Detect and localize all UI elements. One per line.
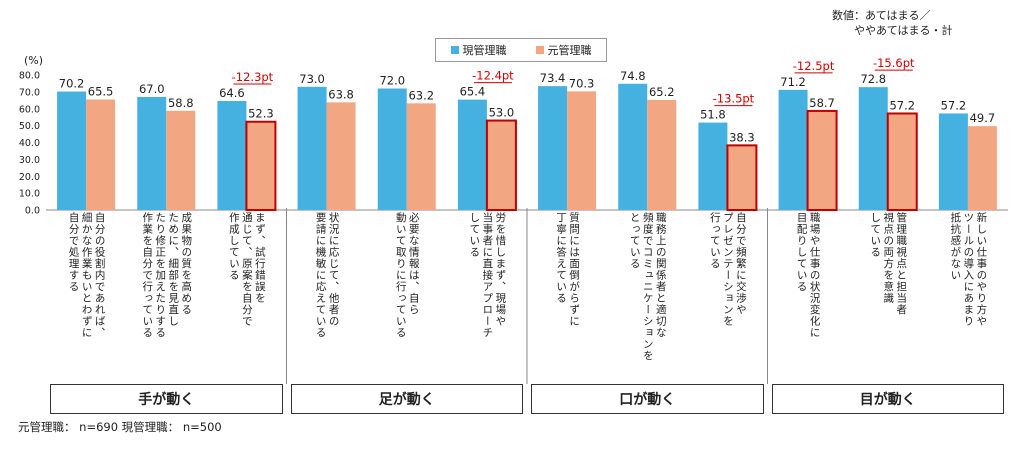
data-label-former: 38.3 bbox=[729, 130, 755, 144]
data-label-current: 73.4 bbox=[540, 71, 566, 85]
data-label-former: 58.7 bbox=[809, 96, 835, 110]
y-axis-title: (%) bbox=[24, 54, 43, 67]
bar-current bbox=[538, 86, 568, 210]
value-note: 数値：あてはまる／ ややあてはまる・計 bbox=[832, 8, 953, 38]
bar-current bbox=[858, 87, 888, 210]
data-label-current: 64.6 bbox=[219, 86, 245, 100]
bar-current bbox=[57, 91, 87, 210]
data-label-former: 53.0 bbox=[489, 106, 515, 120]
difference-label: -12.4pt bbox=[472, 69, 514, 83]
bar-former bbox=[727, 145, 757, 210]
y-tick-label: 60.0 bbox=[19, 104, 40, 115]
bar-former bbox=[486, 120, 516, 210]
bar-former bbox=[406, 103, 436, 210]
category-label: 職場や仕事の状況変化に 目配りしている bbox=[795, 212, 821, 339]
category-label: 成果物の質を高める ために、細部を見直し たり修正を加えたりする 作業を自分で行… bbox=[141, 212, 193, 339]
highlight-box bbox=[245, 120, 277, 211]
category-label: 必要な情報は、自ら 動いて取りに行っている bbox=[394, 212, 420, 339]
sample-size-footer: 元管理職： n=690 現管理職： n=500 bbox=[18, 420, 222, 434]
difference-label: -15.6pt bbox=[873, 56, 915, 70]
data-label-former: 49.7 bbox=[970, 111, 996, 125]
bar-current bbox=[778, 89, 808, 210]
bar-current bbox=[938, 113, 968, 210]
y-tick-label: 70.0 bbox=[19, 87, 40, 98]
y-tick-label: 80.0 bbox=[19, 71, 40, 82]
difference-label: -12.5pt bbox=[793, 59, 835, 73]
highlight-box bbox=[806, 109, 838, 211]
y-tick-label: 0.0 bbox=[25, 206, 40, 217]
data-label-current: 65.4 bbox=[460, 85, 486, 99]
data-label-former: 70.3 bbox=[569, 76, 595, 90]
value-note-line1: 数値：あてはまる／ bbox=[832, 9, 931, 22]
bar-former bbox=[166, 110, 196, 210]
bar-former bbox=[246, 121, 276, 210]
y-tick-label: 20.0 bbox=[19, 172, 40, 183]
category-label: 新しい仕事のやり方や ツールの導入にあまり 抵抗感がない bbox=[949, 212, 988, 327]
y-tick-label: 10.0 bbox=[19, 189, 40, 200]
data-label-former: 57.2 bbox=[889, 98, 915, 112]
data-label-current: 51.8 bbox=[700, 108, 726, 122]
bar-current bbox=[698, 122, 728, 210]
difference-label: -12.3pt bbox=[232, 70, 274, 84]
bar-current bbox=[217, 100, 247, 210]
bar-former bbox=[807, 110, 837, 210]
group-label: 足が動く bbox=[290, 384, 523, 414]
group-label: 口が動く bbox=[531, 384, 764, 414]
category-label: 労を惜しまず、現場や 当事者に直接アプローチ している bbox=[468, 212, 507, 339]
data-label-current: 74.8 bbox=[620, 69, 646, 83]
bar-current bbox=[457, 99, 487, 210]
bar-current bbox=[137, 96, 167, 210]
group-label: 目が動く bbox=[771, 384, 1004, 414]
data-label-former: 63.8 bbox=[328, 87, 354, 101]
category-label: 管理職視点と担当者 視点の両方を意識 している bbox=[869, 212, 908, 316]
bar-former bbox=[86, 99, 116, 210]
group-label: 手が動く bbox=[50, 384, 283, 414]
data-label-current: 72.0 bbox=[379, 74, 405, 88]
y-tick-label: 50.0 bbox=[19, 121, 40, 132]
y-tick-label: 30.0 bbox=[19, 155, 40, 166]
legend: 現管理職 元管理職 bbox=[435, 38, 607, 62]
legend-item-former: 元管理職 bbox=[535, 42, 592, 58]
legend-swatch-former bbox=[535, 46, 544, 54]
bar-former bbox=[647, 99, 677, 210]
bar-former bbox=[326, 102, 356, 210]
category-label: まず、試行錯誤を 通じて、原案を自分で 作成している bbox=[227, 212, 266, 327]
data-label-current: 72.8 bbox=[860, 72, 886, 86]
data-label-current: 67.0 bbox=[139, 82, 165, 96]
data-label-former: 63.2 bbox=[408, 88, 434, 102]
highlight-box bbox=[726, 144, 758, 211]
data-label-current: 73.0 bbox=[299, 72, 325, 86]
data-label-former: 65.5 bbox=[88, 84, 114, 98]
bar-former bbox=[887, 113, 917, 210]
bar-current bbox=[618, 83, 648, 210]
bar-former bbox=[967, 126, 997, 210]
bar-former bbox=[567, 91, 597, 210]
difference-label: -13.5pt bbox=[713, 92, 755, 106]
category-label: 自分の役割内であれば、 細かな作業もいとわずに 自分で処理する bbox=[67, 212, 106, 339]
data-label-former: 58.8 bbox=[168, 96, 194, 110]
highlight-box bbox=[485, 119, 517, 211]
value-note-line2: ややあてはまる・計 bbox=[854, 24, 953, 37]
bar-current bbox=[377, 88, 407, 210]
data-label-former: 65.2 bbox=[649, 85, 675, 99]
y-tick-label: 40.0 bbox=[19, 138, 40, 149]
data-label-current: 57.2 bbox=[941, 98, 967, 112]
data-label-former: 52.3 bbox=[248, 107, 274, 121]
category-label: 職務上の関係者と適切な 頻度でコミュニケーションを とっている bbox=[628, 212, 667, 362]
highlight-box bbox=[886, 112, 918, 211]
data-label-current: 71.2 bbox=[780, 75, 806, 89]
legend-item-current: 現管理職 bbox=[450, 42, 507, 58]
category-label: 自分で頻繁に交渉や プレゼンテーションを 行っている bbox=[708, 212, 747, 327]
data-label-current: 70.2 bbox=[59, 77, 85, 91]
legend-swatch-current bbox=[450, 46, 459, 54]
category-label: 質問には面倒がらずに 丁寧に答えている bbox=[555, 212, 581, 327]
legend-label-current: 現管理職 bbox=[462, 44, 507, 57]
legend-label-former: 元管理職 bbox=[547, 44, 592, 57]
bar-current bbox=[297, 86, 327, 210]
category-label: 状況に応じて、他者の 要請に機敏に応えている bbox=[314, 212, 340, 339]
